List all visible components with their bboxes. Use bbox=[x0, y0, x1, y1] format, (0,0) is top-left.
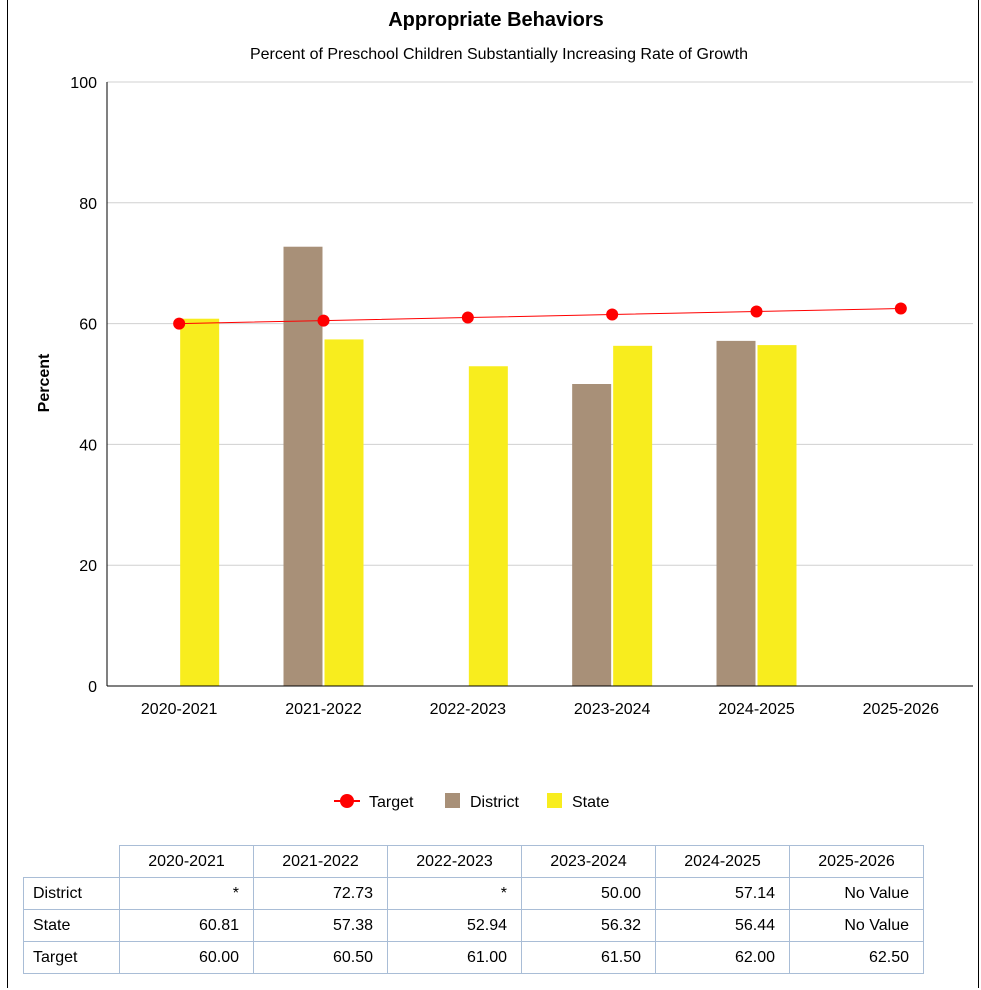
gridlines bbox=[107, 81, 973, 566]
y-tick-label-100: 100 bbox=[70, 75, 97, 92]
table-col-header: 2022-2023 bbox=[387, 845, 522, 878]
target-point-2023-2024 bbox=[606, 308, 619, 321]
table-cell: 56.44 bbox=[655, 909, 790, 942]
x-tick-label-2024-2025: 2024-2025 bbox=[718, 701, 795, 718]
table-col-header: 2023-2024 bbox=[521, 845, 656, 878]
x-tick-label-2023-2024: 2023-2024 bbox=[574, 701, 651, 718]
chart-frame bbox=[7, 0, 979, 988]
data-table: 2020-2021 2021-2022 2022-2023 2023-2024 2024… bbox=[23, 845, 924, 974]
table-body: District * 72.73 * 50.00 57.14 No Value State 60… bbox=[23, 877, 924, 974]
x-tick-label-2025-2026: 2025-2026 bbox=[863, 701, 940, 718]
y-tick-label-60: 60 bbox=[79, 317, 97, 334]
target-point-2022-2023 bbox=[461, 311, 474, 324]
table-cell: 56.32 bbox=[521, 909, 656, 942]
y-axis-title: Percent bbox=[36, 353, 53, 412]
state-bar-2023-2024 bbox=[613, 345, 653, 686]
legend-label-district: District bbox=[470, 794, 519, 811]
x-tick-label-2022-2023: 2022-2023 bbox=[430, 701, 507, 718]
target-series-line bbox=[179, 308, 901, 325]
table-cell: 61.00 bbox=[387, 941, 522, 974]
table-cell: 62.50 bbox=[789, 941, 924, 974]
table-row: State 60.81 57.38 52.94 56.32 56.44 No Value bbox=[23, 909, 924, 942]
table-cell: 57.14 bbox=[655, 877, 790, 910]
legend-label-state: State bbox=[572, 794, 609, 811]
legend-swatch-state bbox=[547, 793, 562, 808]
table-row: District * 72.73 * 50.00 57.14 No Value bbox=[23, 877, 924, 910]
target-point-2020-2021 bbox=[173, 317, 186, 330]
table-cell: 60.81 bbox=[119, 909, 254, 942]
table-col-header: 2025-2026 bbox=[789, 845, 924, 878]
x-tick-label-2021-2022: 2021-2022 bbox=[285, 701, 362, 718]
target-point-2025-2026 bbox=[894, 302, 907, 315]
district-bar-2021-2022 bbox=[283, 246, 323, 686]
legend-swatch-district bbox=[445, 793, 460, 808]
table-cell: 52.94 bbox=[387, 909, 522, 942]
target-point-2024-2025 bbox=[750, 305, 763, 318]
table-cell: 60.50 bbox=[253, 941, 388, 974]
table-row: Target 60.00 60.50 61.00 61.50 62.00 62.50 bbox=[23, 941, 924, 974]
chart-subtitle: Percent of Preschool Children Substantia… bbox=[250, 46, 748, 63]
chart: Appropriate Behaviors Percent of Prescho… bbox=[36, 9, 973, 811]
table-col-header: 2024-2025 bbox=[655, 845, 790, 878]
axes: 0 20 40 60 80 100 2020-2021 2021-2022 2022-2023 2… bbox=[70, 75, 973, 718]
state-bar-2020-2021 bbox=[180, 318, 220, 686]
table-cell: No Value bbox=[789, 909, 924, 942]
table-cell: 50.00 bbox=[521, 877, 656, 910]
state-bar-2021-2022 bbox=[324, 339, 364, 686]
target-line bbox=[173, 302, 907, 330]
y-tick-label-80: 80 bbox=[79, 196, 97, 213]
table-row-label: State bbox=[23, 909, 120, 942]
state-bar-2024-2025 bbox=[757, 345, 797, 686]
legend: Target District State bbox=[334, 793, 609, 811]
table-cell: 62.00 bbox=[655, 941, 790, 974]
y-tick-label-0: 0 bbox=[88, 679, 97, 696]
table-header-row: 2020-2021 2021-2022 2022-2023 2023-2024 2024… bbox=[23, 845, 924, 878]
chart-title: Appropriate Behaviors bbox=[388, 9, 604, 31]
table-cell: * bbox=[119, 877, 254, 910]
table-cell: No Value bbox=[789, 877, 924, 910]
table-row-label: Target bbox=[23, 941, 120, 974]
district-bar-2023-2024 bbox=[572, 384, 612, 686]
table-cell: * bbox=[387, 877, 522, 910]
table-cell: 72.73 bbox=[253, 877, 388, 910]
table-cell: 57.38 bbox=[253, 909, 388, 942]
state-bar-2022-2023 bbox=[468, 366, 508, 686]
x-tick-label-2020-2021: 2020-2021 bbox=[141, 701, 218, 718]
bars bbox=[180, 246, 797, 686]
district-bar-2024-2025 bbox=[716, 340, 756, 686]
target-point-2021-2022 bbox=[317, 314, 330, 327]
legend-label-target: Target bbox=[369, 794, 414, 811]
table-col-header: 2021-2022 bbox=[253, 845, 388, 878]
legend-marker-target bbox=[340, 794, 354, 808]
table-col-header: 2020-2021 bbox=[119, 845, 254, 878]
table-corner bbox=[23, 845, 120, 878]
table-row-label: District bbox=[23, 877, 120, 910]
table-cell: 60.00 bbox=[119, 941, 254, 974]
y-tick-label-20: 20 bbox=[79, 558, 97, 575]
table-cell: 61.50 bbox=[521, 941, 656, 974]
y-tick-label-40: 40 bbox=[79, 437, 97, 454]
